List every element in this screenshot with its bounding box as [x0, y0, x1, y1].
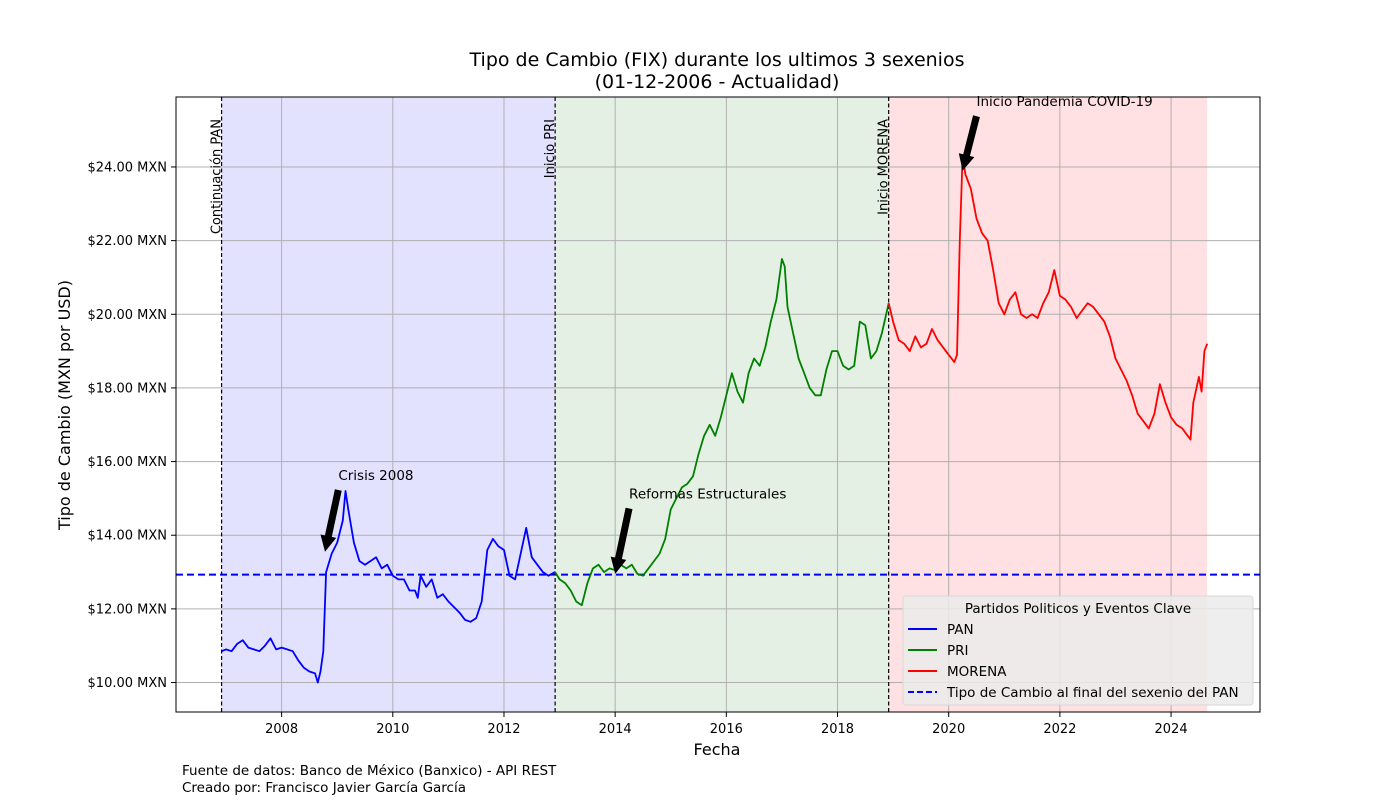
chart-title: Tipo de Cambio (FIX) durante los ultimos…	[469, 49, 965, 71]
annotation-arrow-0	[320, 489, 342, 552]
y-tick-label: $14.00 MXN	[88, 529, 167, 544]
series-lines	[221, 155, 1209, 684]
grid-lines	[176, 97, 1260, 712]
legend-title: Partidos Politicos y Eventos Clave	[965, 601, 1191, 617]
annotation-label-0: Crisis 2008	[338, 468, 413, 484]
annotation-arrow-2	[958, 115, 980, 171]
annotation-label-1: Reformas Estructurales	[629, 486, 786, 502]
axis-ticks: 2008 2010 2012 2014 2016 2018 2020 2022 2024 $10.…	[88, 160, 1188, 737]
x-tick-label: 2022	[1043, 722, 1076, 737]
y-tick-label: $10.00 MXN	[88, 676, 167, 691]
x-tick-label: 2010	[376, 722, 409, 737]
footer-source: Fuente de datos: Banco de México (Banxic…	[182, 763, 557, 779]
y-tick-label: $12.00 MXN	[88, 602, 167, 617]
period-band-0	[221, 97, 556, 712]
series-line-pri	[554, 258, 890, 607]
legend-entry-0: PAN	[947, 622, 974, 638]
term-start-lines: Continuación PAN Inicio PRI Inicio MORENA	[210, 97, 892, 712]
series-line-pan	[221, 490, 556, 684]
period-band-1	[555, 97, 889, 712]
annotation-arrow-1	[610, 507, 633, 574]
legend-entry-1: PRI	[947, 643, 969, 659]
x-tick-label: 2014	[599, 722, 632, 737]
y-tick-label: $20.00 MXN	[88, 308, 167, 323]
plot-frame	[175, 96, 1261, 713]
y-axis-label: Tipo de Cambio (MXN por USD)	[55, 280, 74, 531]
footer-author: Creado por: Francisco Javier García Garc…	[182, 780, 466, 796]
series-line-morena	[887, 155, 1209, 441]
vline-label-2: Inicio MORENA	[877, 119, 892, 215]
legend-entry-3: Tipo de Cambio al final del sexenio del …	[946, 685, 1239, 701]
x-tick-label: 2008	[265, 722, 298, 737]
vline-label-0: Continuación PAN	[210, 119, 225, 234]
y-tick-label: $16.00 MXN	[88, 455, 167, 470]
period-shading	[221, 97, 1208, 712]
legend-box	[902, 595, 1254, 706]
x-tick-label: 2016	[710, 722, 743, 737]
y-tick-label: $18.00 MXN	[88, 381, 167, 396]
y-tick-label: $24.00 MXN	[88, 160, 167, 175]
legend: Partidos Politicos y Eventos Clave PAN PRI…	[902, 595, 1254, 706]
annotations: Crisis 2008 Reformas Estructurales Inicio …	[320, 94, 1153, 574]
chart-subtitle: (01-12-2006 - Actualidad)	[595, 71, 840, 93]
x-tick-label: 2024	[1155, 722, 1188, 737]
x-tick-label: 2020	[932, 722, 965, 737]
x-axis-label: Fecha	[694, 740, 741, 759]
y-tick-label: $22.00 MXN	[88, 234, 167, 249]
legend-entry-2: MORENA	[947, 664, 1007, 680]
x-tick-label: 2012	[487, 722, 520, 737]
vline-label-1: Inicio PRI	[543, 119, 558, 178]
x-tick-label: 2018	[821, 722, 854, 737]
annotation-label-2: Inicio Pandemia COVID-19	[976, 94, 1152, 110]
